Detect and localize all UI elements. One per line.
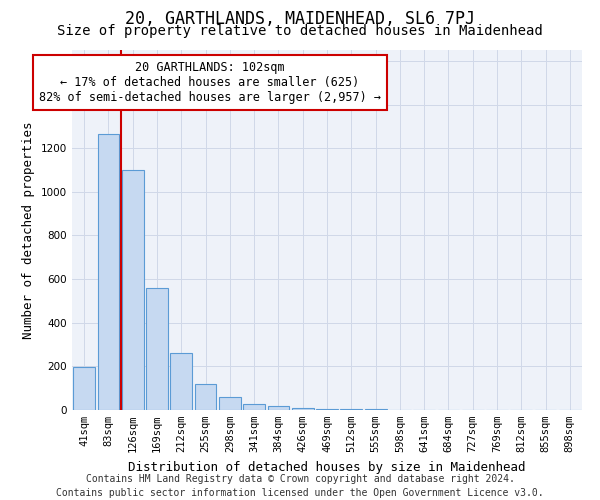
Bar [340, 409, 362, 410]
Text: Contains HM Land Registry data © Crown copyright and database right 2024.
Contai: Contains HM Land Registry data © Crown c… [56, 474, 544, 498]
X-axis label: Distribution of detached houses by size in Maidenhead: Distribution of detached houses by size … [128, 460, 526, 473]
Bar [292, 408, 314, 410]
Text: 20 GARTHLANDS: 102sqm
← 17% of detached houses are smaller (625)
82% of semi-det: 20 GARTHLANDS: 102sqm ← 17% of detached … [39, 61, 381, 104]
Bar [170, 354, 192, 410]
Text: Size of property relative to detached houses in Maidenhead: Size of property relative to detached ho… [57, 24, 543, 38]
Bar [73, 368, 95, 410]
Bar [122, 170, 143, 410]
Bar [316, 409, 338, 410]
Bar [194, 384, 217, 410]
Y-axis label: Number of detached properties: Number of detached properties [22, 121, 35, 339]
Bar [219, 398, 241, 410]
Bar [97, 134, 119, 410]
Bar [146, 288, 168, 410]
Text: 20, GARTHLANDS, MAIDENHEAD, SL6 7PJ: 20, GARTHLANDS, MAIDENHEAD, SL6 7PJ [125, 10, 475, 28]
Bar [268, 406, 289, 410]
Bar [243, 404, 265, 410]
